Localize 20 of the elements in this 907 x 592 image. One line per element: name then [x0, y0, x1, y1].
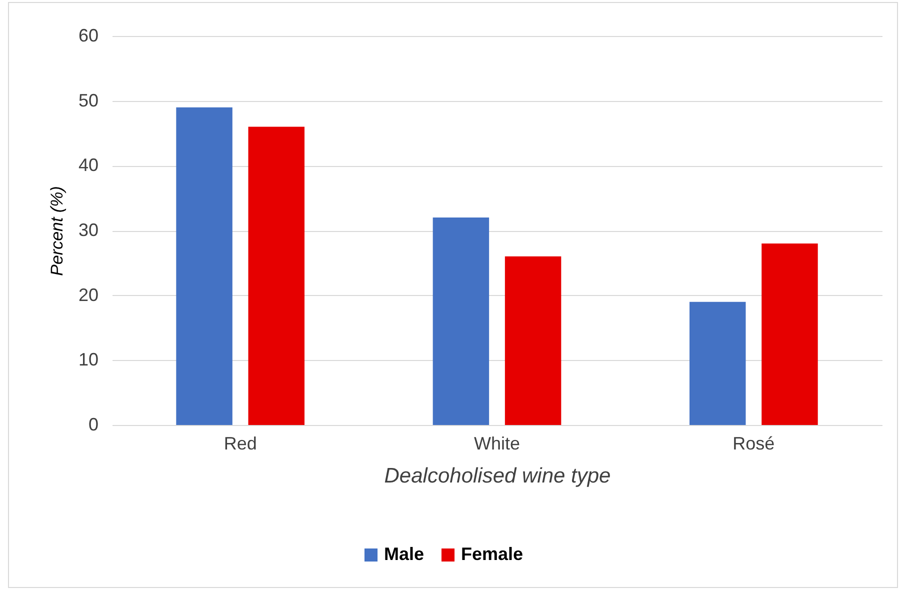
bar	[432, 218, 490, 425]
y-tick-label: 0	[88, 414, 98, 434]
y-tick-label: 50	[78, 90, 98, 110]
bar	[504, 256, 562, 425]
x-tick-label: Red	[224, 434, 257, 454]
legend-label: Female	[461, 544, 524, 564]
y-tick-label: 60	[78, 26, 98, 46]
x-axis-title: Dealcoholised wine type	[384, 464, 611, 488]
x-tick-label: White	[474, 434, 520, 454]
legend-label: Male	[384, 544, 424, 564]
y-tick-label: 30	[78, 220, 98, 240]
x-tick-label: Rosé	[732, 434, 775, 454]
bar	[176, 107, 232, 425]
bar	[248, 126, 304, 425]
bar	[690, 302, 746, 425]
y-tick-label: 10	[78, 350, 98, 370]
y-axis-title: Percent (%)	[47, 186, 66, 276]
y-tick-label: 20	[78, 284, 98, 305]
y-tick-label: 40	[78, 155, 98, 176]
bar	[762, 243, 818, 425]
